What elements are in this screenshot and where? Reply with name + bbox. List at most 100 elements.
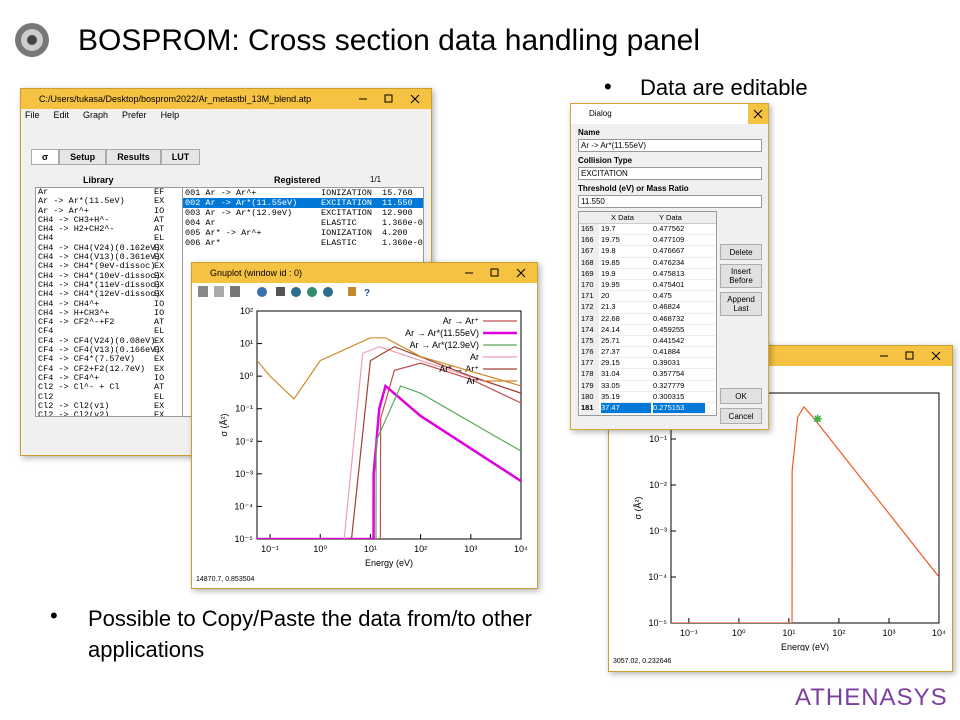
registered-row[interactable]: 005 Ar* -> Ar^+ IONIZATION 4.200 (183, 228, 423, 238)
name-input[interactable]: Ar -> Ar*(11.55eV) (578, 139, 762, 152)
title-bar: Gnuplot (window id : 0) (192, 263, 537, 283)
library-item[interactable]: CH4 -> CH4(V13)(0.361eV) EX (36, 252, 182, 262)
table-row[interactable]: 179 33.05 0.327779 (579, 380, 716, 392)
item-type: AT (154, 382, 165, 393)
table-row[interactable]: 173 22.68 0.468732 (579, 313, 716, 325)
table-row[interactable]: 178 31.04 0.357754 (579, 369, 716, 381)
table-row[interactable]: 180 35.19 0.300315 (579, 391, 716, 403)
library-list[interactable]: Ar EF Ar -> Ar*(11.5eV) EX Ar -> Ar^+ IO CH4 -… (35, 187, 183, 417)
library-item[interactable]: CH4 -> CH4*(12eV-dissoc) EX (36, 289, 182, 299)
button[interactable]: Cancel (720, 408, 762, 424)
y-tick-label: 10⁻³ (649, 526, 667, 536)
row-index: 179 (581, 380, 599, 391)
table-row[interactable]: 175 25.71 0.441542 (579, 335, 716, 348)
library-item[interactable]: CH4 -> CH4^+ IO (36, 299, 182, 309)
window-controls[interactable] (457, 263, 537, 283)
table-row[interactable]: 170 19.95 0.475401 (579, 279, 716, 292)
library-item[interactable]: CH4 -> CH3+H^- AT (36, 215, 182, 225)
table-row[interactable]: 18239.89 0.252098 (579, 414, 716, 415)
library-item[interactable]: CH4 -> H+CH3^+ IO (36, 307, 182, 318)
menu-item[interactable]: Graph (83, 110, 109, 120)
library-item[interactable]: CF4 -> CF4(V24)(0.08eV) EX (36, 336, 182, 346)
y-tick-label: 10⁻² (235, 436, 253, 446)
tab[interactable]: Setup (59, 149, 107, 165)
table-row[interactable]: 176 27.37 0.41884 (579, 347, 716, 359)
x-cell: 21.3 (601, 302, 616, 312)
library-item[interactable]: Ar EF (36, 188, 182, 197)
library-item[interactable]: CH4 -> CH4(V24)(0.162eV) EX (36, 243, 182, 253)
library-item[interactable]: CF4 -> CF2+F2(12.7eV) EX (36, 364, 182, 374)
library-item[interactable]: Ar -> Ar^+ IO (36, 206, 182, 216)
button[interactable]: Append Last (720, 292, 762, 316)
page-indicator: 1/1 (370, 175, 382, 184)
library-item[interactable]: CH4 -> CH4*(10eV-dissoc) EX (36, 271, 182, 281)
library-item[interactable]: CF4 EL (36, 327, 182, 337)
registered-row[interactable]: 001 Ar -> Ar^+ IONIZATION 15.760 (183, 188, 423, 198)
library-item[interactable]: Cl2 -> Cl2(v2) EX (36, 410, 182, 416)
table-row[interactable]: 172 21.3 0.46824 (579, 302, 716, 314)
table-row[interactable]: 167 19.8 0.476667 (579, 246, 716, 258)
registered-row[interactable]: 006 Ar* ELASTIC 1.360e-05 (183, 238, 423, 248)
registered-row[interactable]: 003 Ar -> Ar*(12.9eV) EXCITATION 12.900 (183, 208, 423, 218)
tab[interactable]: LUT (160, 149, 201, 165)
registered-row[interactable]: 002 Ar -> Ar*(11.55eV) EXCITATION 11.550 (183, 198, 423, 208)
data-table[interactable]: X Data Y Data 165 19.7 0.477562 166 19.75 0.477… (578, 211, 717, 416)
y-cell: 0.476234 (653, 257, 685, 267)
bullet-dot: • (604, 74, 612, 99)
tab[interactable]: σ (31, 149, 60, 165)
library-item[interactable]: CH4 -> H2+CH2^- AT (36, 224, 182, 234)
reaction: 004 Ar (185, 218, 216, 228)
menu-item[interactable]: Edit (53, 110, 70, 120)
menu-item[interactable]: Help (160, 110, 180, 120)
table-row[interactable]: 165 19.7 0.477562 (579, 224, 716, 236)
threshold-input[interactable]: 11.550 (578, 195, 762, 208)
button[interactable]: Insert Before (720, 264, 762, 288)
y-tick-label: 10⁰ (239, 371, 253, 381)
table-row[interactable]: 168 19.85 0.476234 (579, 257, 716, 269)
library-item[interactable]: Ar -> Ar*(11.5eV) EX (36, 196, 182, 206)
item-name: Cl2 (38, 391, 54, 402)
library-item[interactable]: CH4 EL (36, 234, 182, 244)
close-button[interactable] (748, 104, 768, 124)
window-controls[interactable] (872, 346, 952, 366)
title-bar: C:/Users/tukasa/Desktop/bosprom2022/Ar_m… (21, 89, 431, 109)
reaction: 003 Ar -> Ar*(12.9eV) (185, 208, 293, 218)
menu-item[interactable]: File (25, 110, 40, 120)
x-tick-label: 10⁰ (313, 544, 327, 554)
table-row[interactable]: 171 20 0.475 (579, 291, 716, 303)
button[interactable]: OK (720, 388, 762, 404)
table-row[interactable]: 166 19.75 0.477109 (579, 235, 716, 247)
series-line (350, 346, 521, 539)
library-item[interactable]: Cl2 -> Cl^- + Cl AT (36, 382, 182, 393)
library-item[interactable]: CH4 -> CH4*(9eV-dissoc) EX (36, 262, 182, 272)
item-type: IO (154, 372, 165, 383)
library-item[interactable]: CF4 -> CF4*(7.57eV) EX (36, 355, 182, 365)
library-item[interactable]: CF4 -> CF4^+ IO (36, 372, 182, 383)
reaction: 002 Ar -> Ar*(11.55eV) (185, 198, 298, 208)
table-row[interactable]: 169 19.9 0.475813 (579, 268, 716, 280)
registered-row[interactable]: 004 Ar ELASTIC 1.360e-05 (183, 218, 423, 228)
x-cell: 35.19 (601, 391, 620, 401)
x-tick-label: 10⁻¹ (680, 628, 698, 638)
library-item[interactable]: CH4 -> CH4*(11eV-dissoc) EX (36, 280, 182, 290)
y-cell: 0.357754 (653, 369, 685, 379)
item-type: IO (154, 307, 165, 318)
toolbar[interactable]: ? (196, 285, 376, 299)
x-cell: 39.89 (601, 414, 620, 415)
y-cell: 0.275153 (653, 403, 705, 414)
table-row[interactable]: 177 29.15 0.39031 (579, 358, 716, 370)
status-bar: 3057.02, 0.232646 (613, 658, 672, 665)
y-axis-label: σ (Å²) (219, 413, 229, 436)
table-row[interactable]: 174 24.14 0.459255 (579, 324, 716, 336)
type-select[interactable]: EXCITATION (578, 167, 762, 180)
tab[interactable]: Results (106, 149, 161, 165)
library-item[interactable]: Cl2 EL (36, 391, 182, 402)
table-row[interactable]: 181 37.47 0.275153 (579, 403, 716, 415)
row-index: 181 (581, 403, 599, 414)
library-item[interactable]: CF4 -> CF4(V13)(0.166eV) EX (36, 345, 182, 355)
library-item[interactable]: CF4 -> CF2^-+F2 AT (36, 317, 182, 327)
library-item[interactable]: Cl2 -> Cl2(v1) EX (36, 401, 182, 411)
window-controls[interactable] (351, 89, 431, 109)
menu-item[interactable]: Prefer (122, 110, 147, 120)
button[interactable]: Delete (720, 244, 762, 260)
